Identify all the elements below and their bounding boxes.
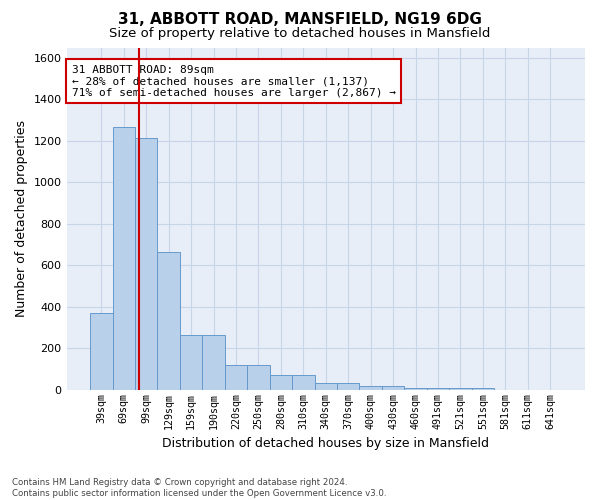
Text: Size of property relative to detached houses in Mansfield: Size of property relative to detached ho… xyxy=(109,28,491,40)
Bar xyxy=(382,386,404,390)
Bar xyxy=(135,138,157,390)
Bar xyxy=(157,252,180,390)
Y-axis label: Number of detached properties: Number of detached properties xyxy=(15,120,28,317)
Bar xyxy=(314,382,337,390)
Bar xyxy=(90,313,113,390)
Bar xyxy=(359,386,382,390)
Bar xyxy=(472,388,494,390)
Bar xyxy=(449,388,472,390)
Bar xyxy=(113,128,135,390)
Bar xyxy=(247,365,269,390)
Bar xyxy=(292,376,314,390)
Bar xyxy=(269,376,292,390)
Bar xyxy=(337,382,359,390)
Text: 31, ABBOTT ROAD, MANSFIELD, NG19 6DG: 31, ABBOTT ROAD, MANSFIELD, NG19 6DG xyxy=(118,12,482,28)
Bar xyxy=(202,335,225,390)
Bar xyxy=(404,388,427,390)
Bar xyxy=(180,335,202,390)
Text: 31 ABBOTT ROAD: 89sqm
← 28% of detached houses are smaller (1,137)
71% of semi-d: 31 ABBOTT ROAD: 89sqm ← 28% of detached … xyxy=(72,64,396,98)
Bar xyxy=(225,365,247,390)
X-axis label: Distribution of detached houses by size in Mansfield: Distribution of detached houses by size … xyxy=(162,437,489,450)
Bar xyxy=(427,388,449,390)
Text: Contains HM Land Registry data © Crown copyright and database right 2024.
Contai: Contains HM Land Registry data © Crown c… xyxy=(12,478,386,498)
